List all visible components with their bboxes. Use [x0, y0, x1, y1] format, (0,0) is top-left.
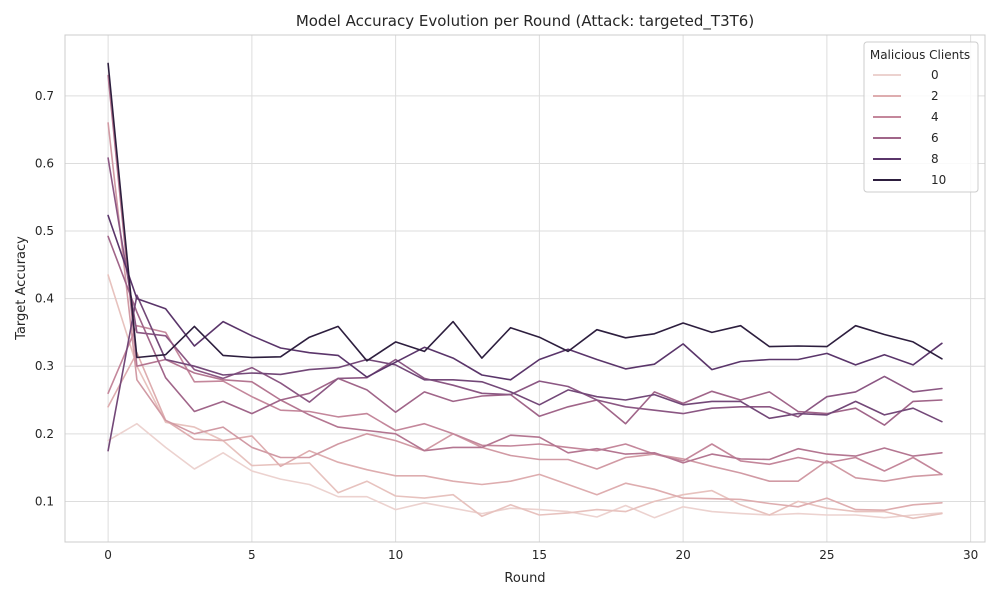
- y-tick-label: 0.7: [35, 89, 54, 103]
- series-line-2: [107, 122, 943, 483]
- legend-label-2: 2: [931, 89, 939, 103]
- series-layer: [107, 62, 943, 520]
- series-line-4: [107, 74, 943, 464]
- series-line-10: [107, 62, 943, 362]
- y-tick-label: 0.1: [35, 494, 54, 508]
- legend-label-10: 10: [931, 173, 946, 187]
- tick-labels: 0 5 10 15 20 25 30 0.1 0.2 0.3 0.4 0.5 0.6 0.7: [35, 89, 978, 562]
- legend-title: Malicious Clients: [870, 48, 970, 62]
- x-tick-label: 15: [532, 548, 547, 562]
- legend-box: [863, 41, 979, 193]
- legend: Malicious Clients 0 2 4 6 8 10: [863, 41, 979, 193]
- series-line-8: [107, 294, 943, 452]
- series-line-2: [107, 351, 943, 512]
- y-tick-label: 0.3: [35, 359, 54, 373]
- plot-frame: [64, 34, 986, 543]
- y-tick-label: 0.5: [35, 224, 54, 238]
- series-line-8: [107, 214, 943, 381]
- legend-items: 0 2 4 6 8 10: [873, 68, 946, 187]
- chart-title: Model Accuracy Evolution per Round (Atta…: [296, 12, 754, 31]
- x-tick-label: 25: [819, 548, 834, 562]
- y-tick-label: 0.2: [35, 427, 54, 441]
- series-line-0: [107, 422, 943, 519]
- series-line-0: [107, 274, 943, 520]
- x-tick-label: 10: [388, 548, 403, 562]
- series-line-4: [107, 324, 943, 476]
- grid: [65, 35, 985, 542]
- y-axis-label: Target Accuracy: [14, 236, 29, 341]
- x-tick-label: 30: [963, 548, 978, 562]
- x-tick-label: 5: [248, 548, 256, 562]
- legend-label-8: 8: [931, 152, 939, 166]
- legend-label-0: 0: [931, 68, 939, 82]
- x-axis-label: Round: [504, 571, 545, 586]
- x-tick-label: 0: [104, 548, 112, 562]
- legend-label-6: 6: [931, 131, 939, 145]
- y-tick-label: 0.4: [35, 292, 54, 306]
- series-line-6: [107, 235, 943, 426]
- y-tick-label: 0.6: [35, 156, 54, 170]
- x-tick-label: 20: [675, 548, 690, 562]
- legend-label-4: 4: [931, 110, 939, 124]
